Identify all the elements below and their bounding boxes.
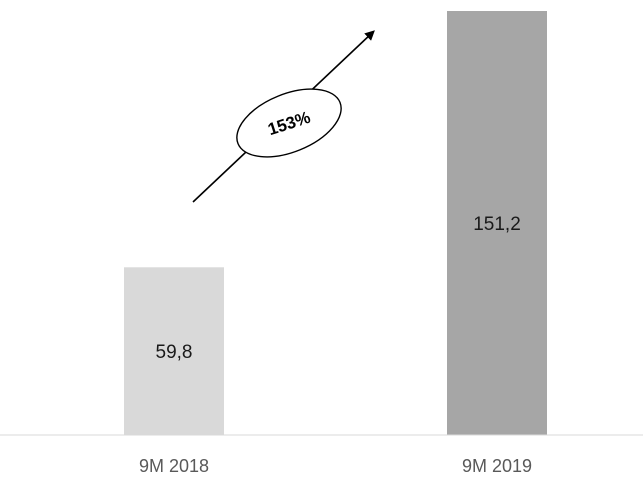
bar-value-label-1: 151,2: [473, 214, 521, 235]
bar-value-label-0: 59,8: [156, 342, 193, 363]
x-tick-label-0: 9M 2018: [139, 456, 209, 476]
growth-annotation: 153%: [192, 30, 375, 203]
growth-ellipse: [236, 88, 342, 158]
x-tick-label-1: 9M 2019: [462, 456, 532, 476]
labels-layer: 59,8 9M 2018 151,2 9M 2019: [139, 214, 532, 476]
bars-layer: [124, 11, 547, 435]
bar-1: [447, 11, 547, 435]
bar-0: [124, 267, 224, 435]
